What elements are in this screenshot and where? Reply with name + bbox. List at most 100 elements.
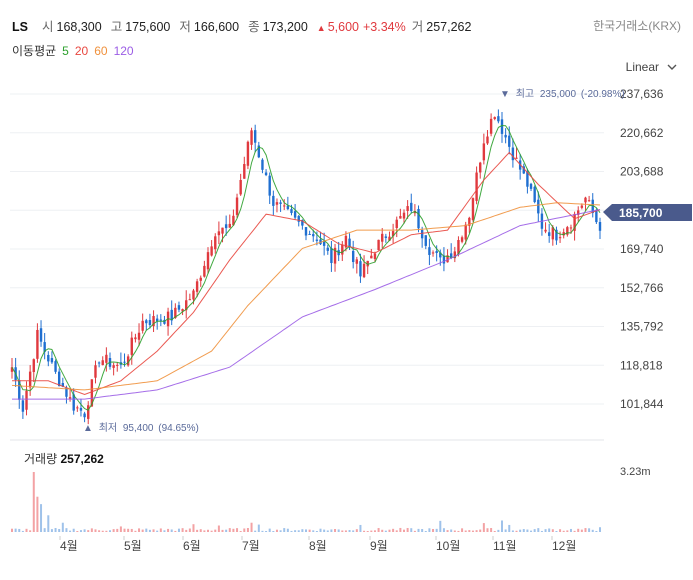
- chevron-down-icon: [667, 64, 677, 70]
- volume-bar: [207, 529, 209, 532]
- candle-body: [228, 223, 231, 228]
- volume-value: 257,262: [426, 20, 472, 34]
- candle-body: [32, 359, 35, 373]
- candle-body: [482, 143, 486, 161]
- ma60-legend[interactable]: 60: [94, 44, 108, 58]
- volume-bar: [403, 529, 405, 532]
- volume-bar: [381, 529, 384, 532]
- candle-body: [551, 227, 555, 240]
- volume-bar: [254, 530, 257, 532]
- volume-bar: [61, 522, 64, 532]
- candle-body: [522, 166, 525, 174]
- candle-body: [529, 183, 533, 189]
- volume-bar: [468, 530, 471, 532]
- candle-body: [57, 371, 61, 387]
- y-tick-label: 220,662: [620, 126, 664, 140]
- volume-bar: [580, 529, 583, 532]
- price-annotations: ▼ 최고 235,000 (-20.98%) ▲ 최저 95,400 (94.6…: [83, 88, 625, 434]
- y-tick-label: 169,740: [620, 242, 664, 256]
- candle-body: [504, 134, 507, 138]
- volume-bar: [76, 531, 79, 532]
- candle-body: [39, 328, 43, 342]
- y-tick-label: 135,792: [620, 320, 664, 334]
- candle-body: [250, 130, 253, 145]
- volume-bar: [188, 528, 191, 532]
- volume-bar: [185, 529, 188, 532]
- volume-bar: [439, 520, 442, 532]
- moving-average-legend: 이동평균 5 20 60 120: [12, 42, 140, 59]
- candle-body: [395, 219, 398, 228]
- volume-bar: [490, 528, 493, 532]
- candle-body: [464, 224, 467, 240]
- volume-bar: [508, 524, 511, 532]
- volume-bar: [562, 530, 565, 532]
- candle-body: [101, 360, 104, 366]
- candle-body: [239, 179, 242, 195]
- candle-body: [301, 219, 304, 226]
- candle-body: [47, 354, 50, 362]
- volume-bar: [101, 530, 104, 532]
- x-tick-label: 11월: [493, 539, 517, 553]
- candle-body: [43, 342, 46, 352]
- high-arrow-icon: ▼: [500, 89, 510, 100]
- volume-bar: [359, 524, 362, 532]
- volume-bar: [58, 528, 61, 532]
- candle-body: [569, 227, 573, 229]
- y-tick-label: 237,636: [620, 87, 664, 101]
- candle-body: [290, 209, 293, 214]
- candle-body: [355, 259, 359, 264]
- ma20-line: [12, 151, 601, 396]
- y-axis: 237,636220,662203,688186,714169,740152,7…: [620, 87, 664, 411]
- candle-body: [555, 229, 558, 241]
- x-tick-label: 12월: [552, 539, 576, 553]
- volume-bar: [225, 529, 228, 532]
- volume-bar: [130, 528, 133, 532]
- volume-bar: [98, 530, 101, 532]
- candle-body: [420, 230, 424, 239]
- volume-bar: [109, 530, 111, 532]
- volume-bar: [286, 528, 289, 532]
- volume-bar: [446, 530, 449, 532]
- candle-body: [36, 329, 39, 359]
- ma5-legend[interactable]: 5: [62, 44, 69, 58]
- volume-bar: [11, 528, 13, 532]
- moving-average-label: 이동평균: [12, 44, 57, 58]
- change-percent: +3.34%: [363, 20, 406, 34]
- candle-body: [457, 240, 460, 254]
- last-price-value: 185,700: [619, 206, 663, 220]
- candle-body: [428, 247, 431, 255]
- volume-bar: [210, 530, 213, 532]
- volume-bar: [43, 528, 46, 532]
- ma120-legend[interactable]: 120: [113, 44, 134, 58]
- last-price-tag: 185,700: [603, 204, 692, 221]
- volume-bar: [366, 531, 369, 532]
- candlestick-series: [10, 109, 602, 425]
- volume-bar: [36, 496, 39, 532]
- candle-body: [362, 263, 366, 278]
- candle-body: [348, 238, 351, 248]
- volume-bar: [522, 529, 525, 532]
- volume-bar: [326, 530, 329, 532]
- volume-bar: [341, 530, 344, 532]
- candle-body: [235, 197, 239, 215]
- volume-bar: [105, 530, 108, 532]
- candle-body: [275, 202, 279, 205]
- volume-bar: [344, 530, 347, 532]
- volume-bar: [373, 530, 376, 532]
- volume-bar: [123, 528, 126, 532]
- volume-bar: [442, 528, 445, 532]
- volume-bar: [540, 530, 543, 532]
- volume-bar: [14, 528, 17, 532]
- ma20-legend[interactable]: 20: [74, 44, 89, 58]
- candle-body: [177, 305, 181, 310]
- candle-body: [500, 119, 504, 134]
- open-label: 시: [41, 20, 54, 34]
- candle-body: [406, 206, 409, 211]
- volume-bar: [399, 527, 402, 532]
- candle-body: [217, 231, 221, 236]
- candle-body: [453, 251, 457, 259]
- candle-body: [377, 239, 380, 251]
- x-tick-label: 10월: [436, 539, 460, 553]
- scale-dropdown[interactable]: Linear: [626, 60, 677, 74]
